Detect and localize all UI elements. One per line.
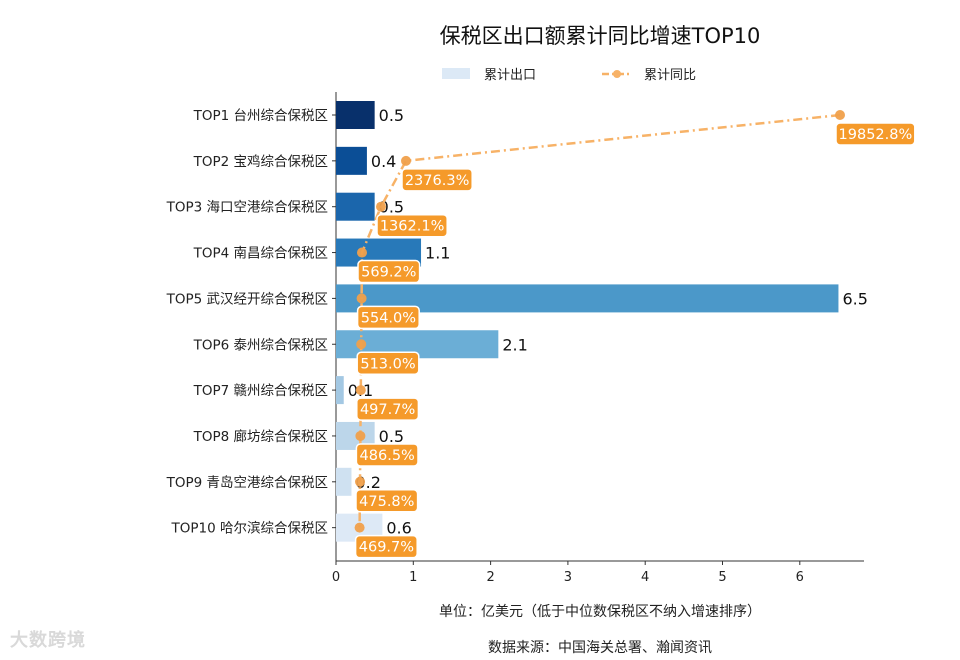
bar-value-label: 0.5 (379, 106, 404, 125)
legend-item-bar: 累计出口 (442, 64, 536, 83)
growth-label-box (356, 397, 420, 421)
growth-point (401, 155, 411, 166)
category-label: TOP5 武汉经开综合保税区 (166, 291, 328, 307)
bar-value-label: 1.1 (425, 244, 450, 263)
x-tick-label: 2 (486, 570, 494, 585)
legend-bar-swatch (442, 68, 470, 79)
growth-point (354, 522, 365, 533)
growth-label-box (835, 122, 916, 146)
growth-label-box (401, 168, 473, 192)
bar (336, 192, 375, 221)
growth-point (355, 476, 365, 487)
growth-value-label: 513.0% (360, 356, 415, 372)
category-label: TOP1 台州综合保税区 (193, 108, 328, 124)
growth-label-box (355, 489, 419, 513)
growth-point (355, 385, 366, 396)
bar-value-label: 0.5 (379, 198, 404, 217)
growth-label-box (376, 213, 448, 238)
legend-line-label: 累计同比 (644, 68, 697, 83)
watermark-text: 大数跨境 (10, 630, 86, 651)
legend-item-line: 累计同比 (602, 64, 696, 83)
category-label: TOP10 哈尔滨综合保税区 (171, 521, 328, 537)
bar (336, 146, 367, 175)
growth-value-label: 2376.3% (405, 173, 470, 189)
growth-value-label: 475.8% (359, 494, 414, 510)
bar-value-label: 2.1 (502, 335, 527, 354)
growth-label-box (356, 351, 420, 375)
growth-value-label: 486.5% (360, 448, 415, 464)
source-note: 数据来源：中国海关总署、瀚闻资讯 (488, 640, 712, 656)
growth-label-box (356, 305, 420, 330)
growth-point (835, 110, 845, 120)
legend-bar-label: 累计出口 (484, 68, 537, 83)
growth-point (356, 293, 367, 304)
x-tick-label: 1 (409, 570, 417, 585)
growth-value-label: 569.2% (361, 265, 416, 281)
bar (336, 467, 352, 496)
bar (336, 376, 344, 405)
category-label: TOP7 赣州综合保税区 (193, 383, 328, 399)
bar (336, 101, 375, 129)
category-label: TOP6 泰州综合保税区 (193, 337, 328, 353)
bar-value-label: 0.6 (386, 519, 411, 538)
growth-label-box (354, 534, 418, 559)
x-axis-label: 单位：亿美元（低于中位数保税区不纳入增速排序） (439, 604, 761, 620)
bar (336, 284, 839, 313)
watermark-logo: 大数跨境 (10, 626, 86, 652)
category-label: TOP3 海口空港综合保税区 (166, 200, 328, 216)
x-tick-label: 3 (564, 570, 572, 585)
growth-point (356, 339, 367, 350)
growth-label-box (357, 259, 421, 284)
legend-line-swatch (602, 68, 632, 80)
category-label: TOP4 南昌综合保税区 (193, 246, 328, 262)
growth-point (376, 201, 386, 212)
x-tick-label: 5 (718, 570, 726, 585)
growth-value-label: 19852.8% (839, 127, 913, 143)
growth-value-label: 1362.1% (380, 219, 445, 235)
category-label: TOP9 青岛空港综合保税区 (166, 475, 328, 491)
growth-value-label: 497.7% (360, 402, 415, 418)
x-tick-label: 0 (332, 570, 340, 585)
bar-value-label: 0.4 (371, 152, 396, 171)
growth-value-label: 554.0% (361, 310, 416, 326)
growth-label-box (355, 443, 419, 467)
chart-title: 保税区出口额累计同比增速TOP10 (439, 24, 761, 48)
growth-value-label: 469.7% (359, 540, 414, 556)
category-label: TOP2 宝鸡综合保税区 (193, 153, 328, 170)
x-tick-label: 6 (796, 570, 804, 585)
growth-point (355, 430, 366, 441)
bar-value-label: 0.5 (379, 427, 404, 446)
x-tick-label: 4 (641, 570, 649, 585)
bar-value-label: 6.5 (842, 289, 867, 308)
category-label: TOP8 廊坊综合保税区 (193, 428, 328, 445)
growth-point (357, 247, 367, 258)
